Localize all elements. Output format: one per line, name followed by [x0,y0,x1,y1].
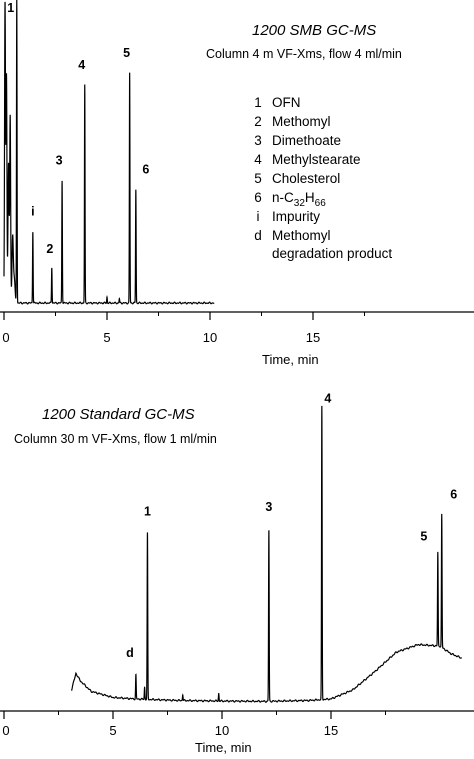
panel1-ticks: 0 5 10 15 [2,312,365,345]
legend-label: Methomyl [272,228,331,243]
legend-label-formula: n-C32H66 [272,190,326,209]
legend-label: OFN [272,95,301,110]
x-tick-label: 0 [2,723,9,738]
legend-label: Dimethoate [272,133,341,148]
panel-smb: 1200 SMB GC-MS Column 4 m VF-Xms, flow 4… [0,0,474,367]
peak-label: 2 [46,242,53,256]
x-tick-label: 0 [2,330,9,345]
x-tick-label: 15 [306,330,320,345]
panel1-peak-labels: 1 i 2 3 4 5 6 [7,1,149,256]
x-tick-label: 10 [203,330,217,345]
formula-subscript: 32 [294,198,306,209]
peak-label: 3 [56,153,63,167]
peak-label: 6 [450,487,457,501]
panel1-title: 1200 SMB GC-MS [252,22,376,39]
panel2-subtitle: Column 30 m VF-Xms, flow 1 ml/min [14,432,217,446]
x-tick-label: 15 [324,723,338,738]
legend-label: Methylstearate [272,152,361,167]
panel1-trace [3,0,215,305]
legend-key: 4 [254,152,262,167]
panel-standard: 1200 Standard GC-MS Column 30 m VF-Xms, … [0,392,474,755]
peak-label: 1 [144,504,151,518]
panel2-ticks: 0 5 10 15 [2,711,386,738]
peak-label: 3 [265,500,272,514]
peak-label: d [126,646,134,660]
peak-label: 4 [78,58,85,72]
x-tick-label: 5 [103,330,110,345]
panel1-subtitle: Column 4 m VF-Xms, flow 4 ml/min [206,47,402,61]
legend-key: 3 [254,133,262,148]
formula-carbon: n-C [272,190,294,205]
panel1-x-axis-label: Time, min [262,352,319,367]
peak-label: 6 [142,162,149,176]
formula-subscript: 66 [315,198,327,209]
panel2-title: 1200 Standard GC-MS [42,406,195,423]
peak-label: 1 [7,1,14,15]
legend-key: i [257,209,260,224]
x-tick-label: 10 [215,723,229,738]
peak-label: 4 [324,392,331,406]
legend-key: 2 [254,114,262,129]
legend-key: 5 [254,171,262,186]
legend-key: 1 [254,95,262,110]
legend-label-continued: degradation product [272,246,392,261]
x-tick-label: 5 [109,723,116,738]
legend-key: 6 [254,190,262,205]
peak-label: i [31,204,34,218]
panel2-peak-labels: d 1 3 4 5 6 [126,392,457,660]
panel2-trace [71,405,463,703]
legend-key: d [254,228,262,243]
panel1-legend: 1 OFN 2 Methomyl 3 Dimethoate 4 Methylst… [254,95,392,261]
legend-label: Cholesterol [272,171,340,186]
legend-label: Methomyl [272,114,331,129]
formula-hydrogen: H [305,190,315,205]
peak-label: 5 [123,46,130,60]
panel2-x-axis-label: Time, min [195,740,252,755]
legend-label: Impurity [272,209,320,224]
peak-label: 5 [420,529,427,543]
